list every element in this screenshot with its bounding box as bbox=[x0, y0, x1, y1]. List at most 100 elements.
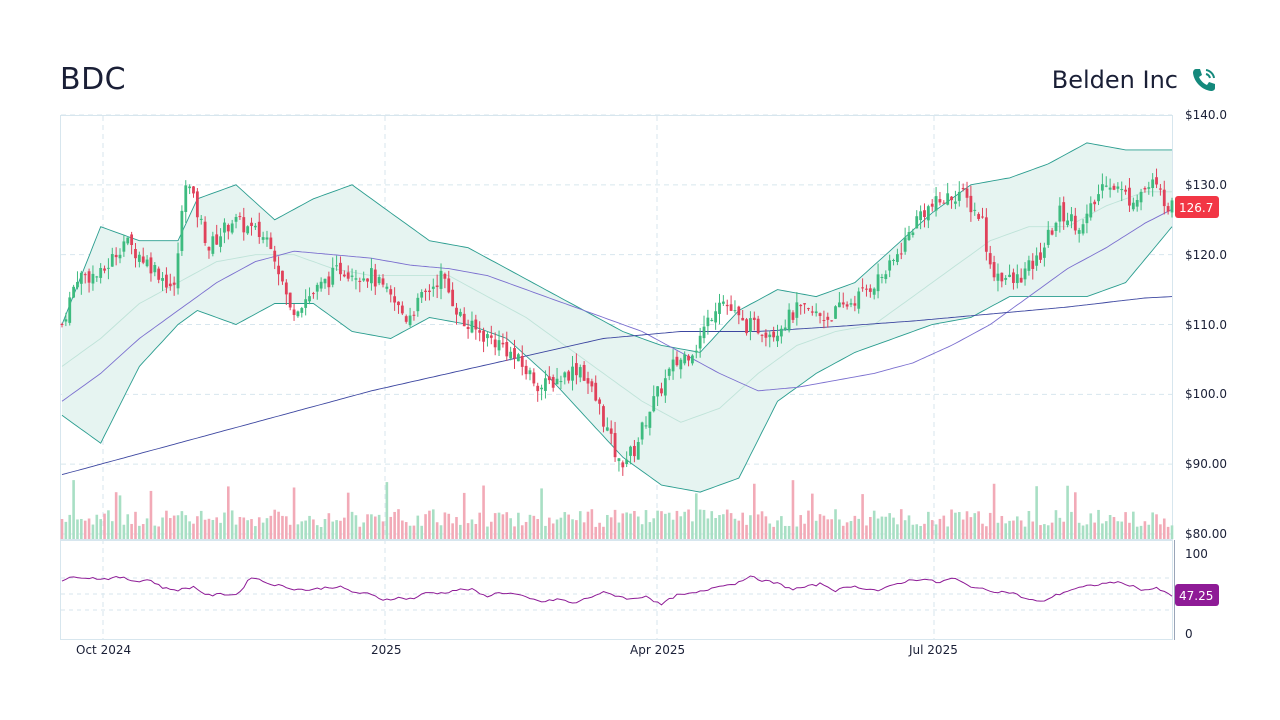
candle bbox=[532, 368, 536, 387]
volume-bar bbox=[969, 517, 973, 539]
volume-bar bbox=[1112, 517, 1116, 539]
volume-bar bbox=[490, 521, 493, 539]
volume-bar bbox=[919, 525, 922, 539]
candle bbox=[188, 184, 192, 195]
candle-body bbox=[810, 311, 814, 313]
candle-body bbox=[574, 363, 578, 376]
volume-bar bbox=[830, 519, 833, 539]
volume-bar bbox=[540, 488, 543, 539]
candle-body bbox=[1120, 188, 1124, 191]
candle-body bbox=[304, 299, 308, 308]
volume-bar bbox=[184, 515, 188, 539]
volume-bar bbox=[1135, 526, 1139, 539]
candle-body bbox=[250, 222, 253, 226]
candle bbox=[602, 404, 605, 433]
candle-body bbox=[1062, 202, 1066, 222]
volume-bar bbox=[965, 511, 969, 539]
volume-bar bbox=[435, 522, 439, 539]
candle bbox=[265, 230, 269, 247]
phone-icon[interactable] bbox=[1190, 66, 1218, 94]
candle bbox=[1158, 183, 1162, 196]
volume-bar bbox=[927, 511, 930, 539]
candle bbox=[516, 352, 520, 362]
volume-bar bbox=[370, 514, 373, 539]
volume-bar bbox=[625, 512, 628, 539]
candle bbox=[818, 312, 822, 324]
volume-bar bbox=[68, 514, 72, 539]
candle-body bbox=[296, 311, 300, 317]
volume-bar bbox=[884, 516, 888, 539]
candle-body bbox=[381, 278, 385, 285]
candle bbox=[60, 322, 64, 328]
candle-body bbox=[219, 236, 222, 247]
volume-bar bbox=[687, 509, 690, 539]
volume-bar bbox=[288, 524, 292, 539]
candle bbox=[586, 371, 590, 394]
candle bbox=[72, 284, 76, 299]
volume-bar bbox=[756, 514, 760, 539]
candle-body bbox=[416, 297, 420, 312]
candle bbox=[691, 354, 694, 366]
volume-bar bbox=[957, 512, 961, 539]
candle bbox=[783, 319, 787, 331]
candle-body bbox=[366, 278, 369, 282]
candle bbox=[79, 270, 83, 295]
volume-bar bbox=[845, 522, 849, 539]
volume-bar bbox=[1043, 524, 1046, 539]
volume-bar bbox=[292, 487, 296, 539]
candle-body bbox=[1139, 191, 1143, 203]
candle bbox=[1046, 221, 1050, 248]
candle-body bbox=[919, 211, 923, 221]
candle bbox=[342, 270, 346, 278]
candle-body bbox=[532, 372, 536, 384]
volume-bar bbox=[1159, 524, 1162, 539]
candle bbox=[199, 215, 203, 225]
candle bbox=[633, 439, 636, 463]
candle-body bbox=[72, 286, 76, 298]
candle-body bbox=[145, 259, 149, 267]
volume-bar bbox=[590, 509, 594, 539]
candle-body bbox=[505, 341, 509, 357]
candle bbox=[176, 242, 180, 295]
candle bbox=[95, 275, 99, 282]
volume-bar bbox=[327, 513, 331, 539]
candle bbox=[1035, 247, 1039, 271]
volume-bar bbox=[91, 524, 95, 539]
volume-bar bbox=[872, 510, 876, 539]
candle-body bbox=[942, 202, 946, 204]
candle-body bbox=[342, 274, 346, 277]
candle bbox=[1108, 178, 1112, 198]
x-tick-label: Apr 2025 bbox=[630, 643, 685, 657]
candle-body bbox=[1135, 199, 1139, 207]
volume-bar bbox=[950, 509, 953, 539]
volume-bar bbox=[1004, 523, 1007, 539]
candle-body bbox=[257, 221, 261, 237]
candle-body bbox=[547, 376, 551, 381]
candle-body bbox=[671, 359, 675, 372]
volume-bar bbox=[548, 517, 551, 539]
candle bbox=[192, 186, 195, 198]
volume-bar bbox=[899, 509, 903, 539]
candle-body bbox=[745, 319, 748, 334]
volume-bar bbox=[1155, 514, 1158, 539]
candle bbox=[1042, 242, 1046, 267]
candle-body bbox=[938, 199, 942, 203]
candle bbox=[1027, 255, 1031, 276]
candle-body bbox=[346, 272, 350, 279]
volume-bar bbox=[582, 522, 586, 539]
candle bbox=[996, 263, 1000, 292]
rsi-line bbox=[61, 575, 1173, 606]
bollinger-lower-line bbox=[61, 226, 1173, 493]
volume-bar bbox=[1143, 521, 1147, 539]
volume-bar bbox=[343, 517, 346, 539]
candle bbox=[578, 364, 582, 383]
candle bbox=[1147, 181, 1151, 195]
candle-body bbox=[1170, 200, 1174, 213]
candle-body bbox=[458, 311, 462, 316]
volume-bar bbox=[737, 520, 741, 539]
candle bbox=[857, 287, 861, 314]
candle bbox=[675, 351, 679, 367]
volume-bar bbox=[505, 512, 509, 539]
candle-body bbox=[1012, 272, 1015, 283]
volume-bar bbox=[199, 510, 203, 539]
